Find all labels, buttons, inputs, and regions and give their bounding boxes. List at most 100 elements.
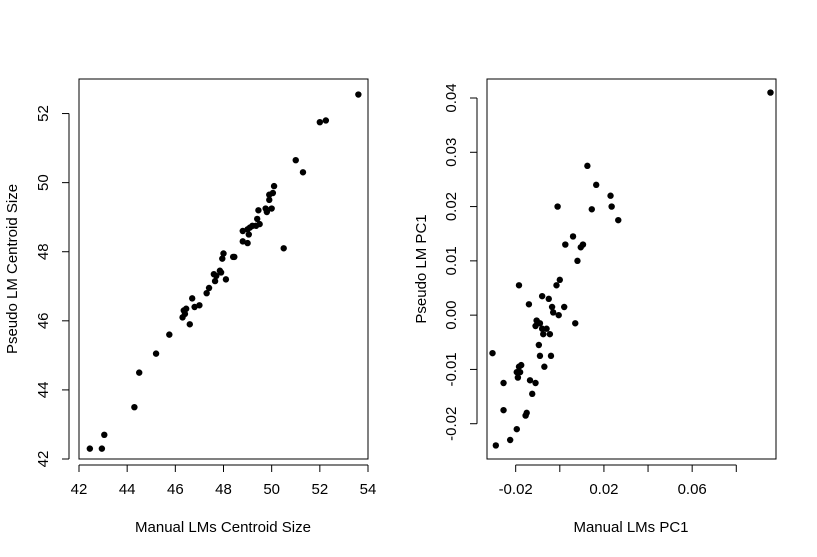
y-tick-label: -0.01 [443,352,460,386]
data-point [574,257,581,265]
data-point [186,321,193,328]
y-tick-label: 0.03 [443,138,460,167]
data-point [299,169,307,176]
data-point [355,91,362,98]
y-tick-label: -0.02 [443,407,460,441]
data-point [615,216,622,224]
y-tick-label: 46 [35,312,52,329]
plot-frame-left [78,78,369,460]
data-point [536,352,544,360]
x-tick-label: 48 [215,481,232,498]
data-point [532,379,539,387]
x-tick-label: 44 [119,481,136,498]
data-point [239,238,246,245]
data-point [270,182,278,190]
y-tick-label: 0.02 [443,192,460,221]
data-point [191,303,198,311]
data-point [547,352,555,360]
data-point [549,309,557,316]
data-point [536,320,544,327]
plot-frame-right [486,78,777,460]
data-point [166,331,173,338]
x-axis-label-left: Manual LMs Centroid Size [135,519,311,536]
data-point [239,227,246,235]
data-point [572,320,579,327]
data-point [219,255,226,262]
x-tick-label: 54 [360,481,377,498]
data-point [255,207,262,214]
data-point [213,272,220,280]
data-point [268,205,275,212]
y-tick-label: 0.01 [443,246,460,275]
data-point [222,276,230,283]
data-point [269,189,277,197]
data-point [152,350,160,357]
x-tick-label: 52 [311,481,328,498]
data-point [545,295,552,303]
data-point [546,330,554,338]
y-tick-label: 50 [35,174,52,191]
y-tick-label: 48 [35,243,52,260]
data-point [535,341,543,349]
data-point [245,231,252,238]
x-axis-right: -0.02 0.02 0.06 [499,464,737,498]
x-axis-left: 42 44 46 48 50 52 54 [71,464,377,498]
data-point [489,349,496,357]
data-point [220,250,227,257]
data-point [767,89,774,96]
data-point [608,203,615,210]
x-tick-label: -0.02 [499,481,533,498]
panel-pc1: -0.02 0.02 0.06 -0.02 -0.01 0.00 0.01 0.02 0.03… [413,78,777,536]
data-point [254,215,261,223]
y-axis-label-left: Pseudo LM Centroid Size [4,184,21,354]
data-point [101,431,108,439]
data-point [588,206,595,213]
data-point [554,203,561,210]
data-point [188,295,196,302]
data-point [231,253,238,261]
data-point [555,311,562,319]
data-point [579,241,587,248]
data-point [525,301,533,308]
data-point [292,156,299,164]
y-axis-left: 42 44 46 48 50 52 [35,105,70,467]
data-point [500,406,507,414]
data-point [181,310,189,318]
data-point [266,196,273,204]
points-left [86,91,362,452]
data-point [513,425,520,433]
data-point [244,239,251,247]
data-point [540,330,547,338]
data-point [593,181,600,189]
data-point [205,284,213,292]
data-point [492,442,500,449]
data-point [98,445,106,452]
x-tick-label: 46 [167,481,184,498]
data-point [538,325,546,332]
data-point [203,289,210,297]
data-point [322,117,330,124]
data-point [529,390,536,398]
data-point [514,374,522,381]
data-point [506,436,514,444]
data-point [523,409,530,417]
x-axis-label-right: Manual LMs PC1 [573,519,688,536]
data-point [569,233,577,240]
data-point [263,208,271,216]
data-point [517,361,525,369]
data-point [86,445,94,452]
x-tick-label: 42 [71,481,88,498]
data-point [196,302,203,309]
x-tick-label: 50 [263,481,280,498]
data-point [562,241,569,248]
data-point [182,305,190,312]
data-point [316,118,324,126]
panel-centroid-size: 42 44 46 48 50 52 54 42 44 46 48 50 52 Manual LMs C… [4,78,377,536]
data-point [131,403,138,411]
data-point [256,220,263,228]
points-right [489,89,774,449]
y-tick-label: 0.04 [443,83,460,112]
data-point [561,303,568,311]
data-point [538,292,546,300]
data-point [516,368,524,376]
